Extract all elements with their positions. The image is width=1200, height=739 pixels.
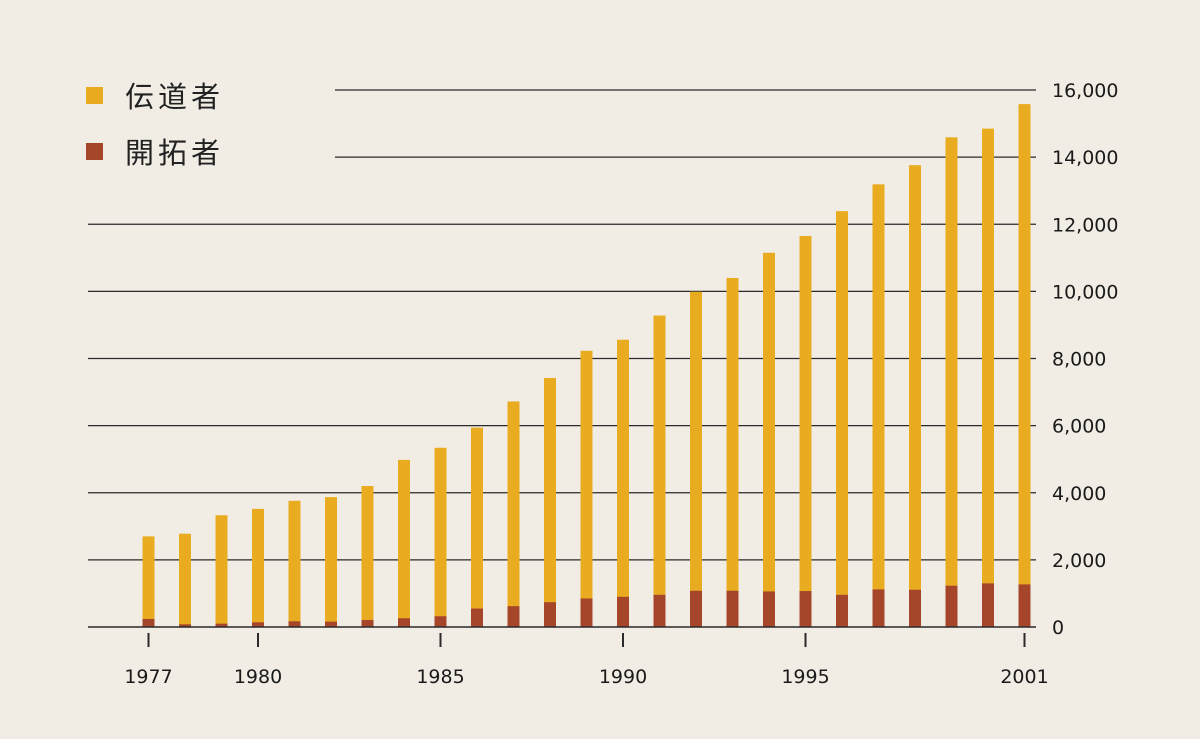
bar-publishers-1996: [836, 211, 848, 627]
gridlines: [88, 89, 1036, 561]
bar-publishers-1979: [215, 515, 228, 627]
bar-publishers-1981: [288, 500, 301, 627]
bars: [142, 104, 1031, 628]
y-tick-label: 4,000: [1052, 483, 1106, 505]
bar-publishers-1986: [471, 427, 483, 627]
bar-pioneers-1981: [288, 621, 301, 627]
bar-pioneers-1977: [142, 618, 155, 627]
bar-publishers-1984: [398, 459, 410, 627]
bar-pioneers-1990: [617, 596, 629, 627]
bar-publishers-1990: [617, 339, 629, 627]
bar-pioneers-1997: [872, 589, 885, 627]
bar-publishers-2001: [1018, 104, 1031, 627]
bar-publishers-1993: [726, 277, 739, 627]
bar-publishers-1983: [361, 486, 374, 627]
bar-pioneers-1980: [252, 622, 264, 627]
bar-pioneers-1999: [945, 585, 958, 627]
bar-publishers-1992: [690, 291, 702, 627]
x-tick-label: 2001: [1000, 666, 1048, 688]
legend-item-pioneers: 開拓者: [86, 134, 224, 170]
bar-publishers-1998: [909, 165, 921, 627]
axes: 0 2,000 4,000 6,000 8,000 10,000 12,000 14,000 1…: [88, 80, 1118, 688]
y-tick-label: 16,000: [1052, 80, 1118, 102]
bar-pioneers-1987: [507, 606, 520, 627]
bar-publishers-1991: [653, 315, 666, 627]
bar-pioneers-1986: [471, 608, 483, 627]
bar-publishers-2000: [982, 128, 994, 628]
bar-pioneers-1985: [434, 616, 447, 627]
bar-pioneers-1995: [799, 591, 812, 627]
bar-publishers-1995: [799, 235, 812, 627]
bar-publishers-1994: [763, 252, 775, 627]
bar-publishers-1989: [580, 350, 593, 627]
bar-pioneers-1991: [653, 594, 666, 627]
y-tick-label: 2,000: [1052, 550, 1106, 572]
y-tick-label: 14,000: [1052, 147, 1118, 169]
y-tick-label: 12,000: [1052, 214, 1118, 236]
bar-pioneers-1982: [325, 621, 337, 627]
legend-label-pioneers: 開拓者: [125, 136, 225, 170]
bar-pioneers-1998: [909, 589, 921, 627]
x-tick-label: 1985: [416, 666, 464, 688]
bar-pioneers-1996: [836, 594, 848, 627]
bar-pioneers-2000: [982, 583, 994, 627]
bar-publishers-1980: [252, 508, 264, 627]
legend: 伝道者 開拓者: [86, 78, 224, 190]
bar-pioneers-1988: [544, 602, 556, 627]
x-tick-label: 1977: [124, 666, 172, 688]
bar-pioneers-2001: [1018, 584, 1031, 627]
y-tick-label: 10,000: [1052, 281, 1118, 303]
bar-pioneers-1994: [763, 591, 775, 627]
bar-publishers-1978: [179, 533, 191, 627]
bar-publishers-1999: [945, 137, 958, 627]
legend-swatch-publishers: [86, 86, 103, 104]
legend-item-publishers: 伝道者: [86, 78, 224, 114]
bar-publishers-1987: [507, 401, 520, 627]
bar-publishers-1985: [434, 447, 447, 627]
y-tick-label: 8,000: [1052, 349, 1106, 371]
bar-publishers-1982: [325, 497, 337, 627]
x-tick-label: 1980: [234, 666, 282, 688]
bar-publishers-1977: [142, 536, 155, 627]
bar-pioneers-1984: [398, 618, 410, 627]
legend-swatch-pioneers: [86, 142, 103, 160]
bar-publishers-1997: [872, 184, 885, 628]
bar-pioneers-1979: [215, 623, 228, 627]
x-tick-label: 1990: [599, 666, 647, 688]
y-tick-label: 0: [1052, 617, 1064, 639]
bar-pioneers-1983: [361, 619, 374, 627]
legend-label-publishers: 伝道者: [125, 80, 225, 114]
bar-pioneers-1992: [690, 590, 702, 627]
bar-pioneers-1978: [179, 624, 191, 627]
bar-pioneers-1993: [726, 590, 739, 627]
x-tick-label: 1995: [781, 666, 829, 688]
bar-pioneers-1989: [580, 598, 593, 627]
bar-publishers-1988: [544, 377, 556, 627]
y-tick-label: 6,000: [1052, 416, 1106, 438]
